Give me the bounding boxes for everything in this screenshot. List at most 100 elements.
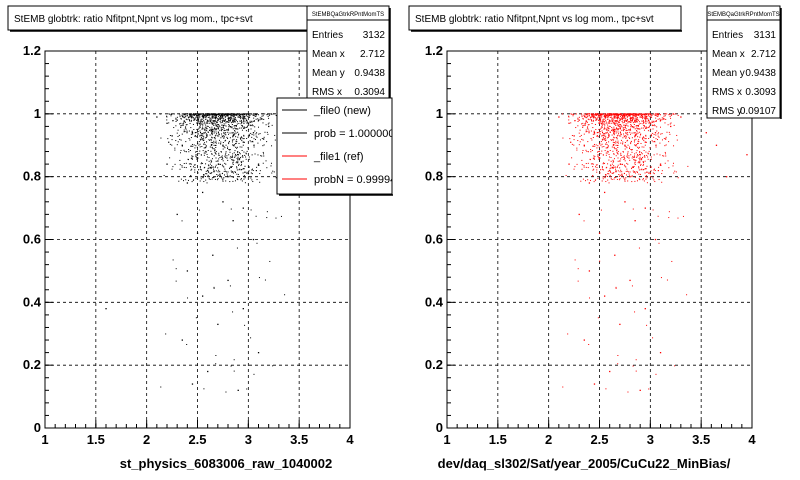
data-point: [617, 131, 619, 133]
data-point: [182, 124, 184, 126]
data-point: [252, 114, 254, 116]
data-point: [574, 120, 576, 122]
data-point: [231, 157, 233, 159]
data-point: [661, 117, 663, 119]
data-point: [628, 136, 630, 138]
data-point: [202, 124, 204, 126]
data-point: [601, 166, 603, 168]
data-point: [652, 172, 654, 174]
data-point: [606, 126, 608, 128]
data-point: [230, 119, 232, 121]
data-point: [246, 137, 248, 139]
data-point: [637, 142, 639, 144]
data-point: [209, 119, 211, 121]
data-point: [639, 153, 641, 155]
data-point: [248, 158, 250, 160]
data-point: [652, 124, 654, 126]
data-point: [221, 155, 223, 157]
data-point: [215, 153, 217, 155]
data-point: [200, 123, 202, 125]
data-point: [649, 172, 651, 174]
data-point: [196, 157, 198, 159]
data-point: [653, 121, 655, 123]
data-point: [624, 120, 626, 122]
data-point: [243, 168, 245, 170]
data-point: [244, 113, 246, 115]
data-point: [210, 117, 212, 119]
data-point: [235, 136, 237, 138]
data-point: [632, 114, 634, 116]
data-point: [177, 129, 179, 131]
data-point: [263, 153, 265, 155]
data-point: [642, 119, 644, 121]
data-point: [228, 154, 230, 156]
data-point: [641, 114, 643, 116]
data-point: [196, 122, 198, 124]
data-point: [248, 116, 250, 118]
data-point: [672, 113, 674, 115]
data-point: [657, 170, 659, 172]
data-point: [212, 117, 214, 119]
data-point: [623, 115, 625, 117]
data-point: [241, 125, 243, 127]
data-point: [631, 157, 633, 159]
data-point: [242, 168, 244, 170]
data-point: [240, 119, 242, 121]
data-point: [641, 168, 643, 170]
data-point: [664, 138, 667, 140]
data-point: [651, 114, 653, 116]
legend-box: [276, 97, 393, 195]
data-point: [612, 150, 614, 152]
data-point: [626, 113, 628, 115]
data-point: [212, 123, 214, 125]
data-point: [634, 113, 636, 115]
data-point: [233, 134, 235, 136]
data-point: [187, 117, 189, 119]
data-point: [604, 113, 606, 115]
data-point: [206, 141, 208, 143]
data-point: [222, 120, 224, 122]
data-point: [206, 135, 208, 137]
data-point: [592, 133, 594, 135]
data-point: [206, 182, 208, 184]
data-point: [596, 118, 598, 120]
data-point: [220, 116, 222, 118]
data-point: [242, 155, 244, 157]
data-point: [631, 151, 633, 153]
data-point: [201, 127, 203, 129]
data-point: [592, 166, 594, 168]
data-point: [240, 118, 242, 120]
data-point: [592, 127, 594, 129]
data-point: [603, 121, 605, 123]
x-tick-label: 2: [545, 432, 552, 447]
data-point: [255, 113, 257, 115]
data-point: [613, 129, 615, 131]
data-point: [635, 115, 637, 117]
data-point: [635, 118, 637, 120]
data-point: [228, 141, 230, 143]
data-point: [184, 130, 186, 132]
data-point: [209, 139, 211, 141]
data-point: [605, 143, 607, 145]
data-point: [626, 116, 628, 118]
data-point: [210, 128, 212, 130]
data-point: [591, 114, 593, 116]
data-point: [212, 132, 214, 134]
data-point: [610, 120, 612, 122]
data-point: [186, 130, 188, 132]
data-point: [237, 153, 239, 155]
data-point: [634, 121, 636, 123]
data-point: [615, 137, 617, 139]
stats-name: StEMBQaGtrkRPntMomTS: [312, 12, 384, 18]
data-point: [186, 131, 188, 133]
data-point: [607, 145, 609, 147]
data-point: [613, 128, 615, 130]
data-point: [233, 144, 235, 146]
data-point: [191, 157, 193, 159]
data-point: [610, 160, 612, 162]
data-point: [265, 160, 267, 162]
x-tick-label: 2.5: [590, 432, 608, 447]
data-point: [639, 113, 641, 115]
data-point: [180, 122, 182, 124]
data-point: [641, 158, 643, 160]
